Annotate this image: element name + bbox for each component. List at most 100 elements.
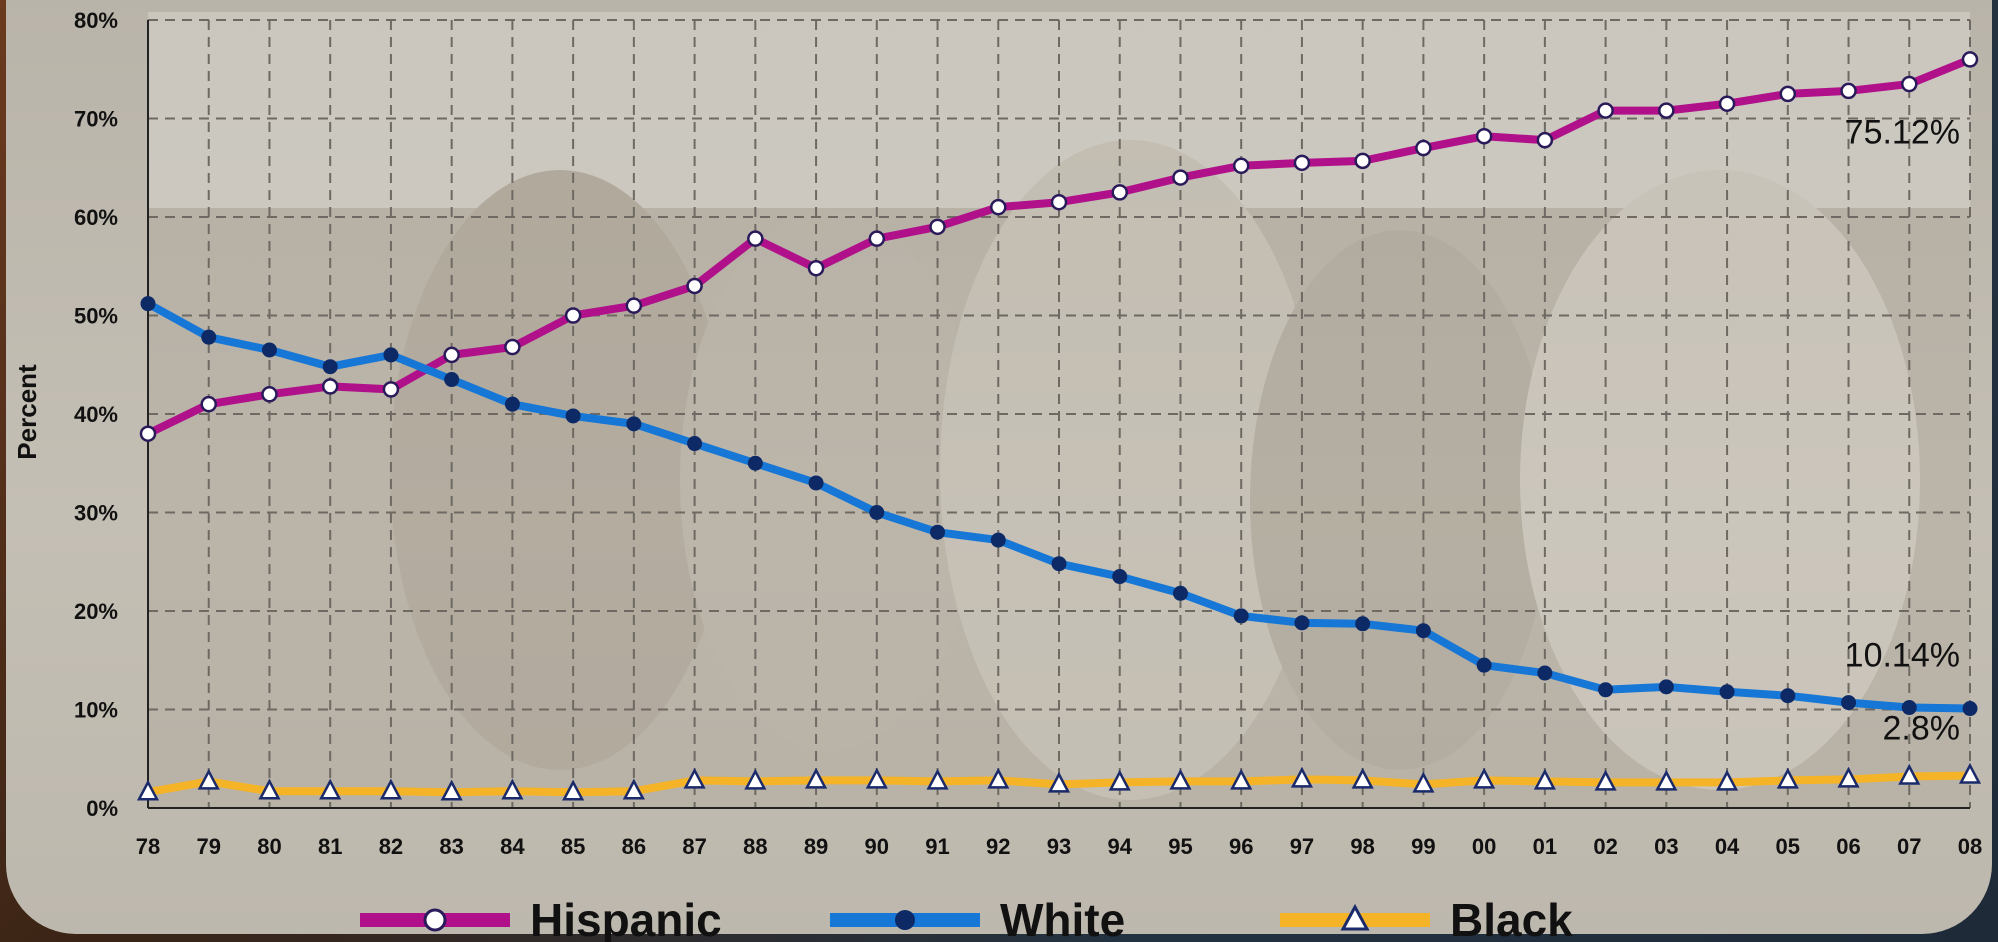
x-tick-label: 08 <box>1958 834 1982 859</box>
data-point-hispanic <box>1779 85 1797 103</box>
data-point-white <box>1172 585 1188 601</box>
data-point-white <box>444 372 460 388</box>
data-point-black <box>379 778 403 800</box>
data-point-hispanic <box>1293 154 1311 172</box>
data-point-black <box>1047 771 1071 793</box>
data-point-hispanic <box>868 230 886 247</box>
data-point-white <box>140 296 156 312</box>
data-point-black <box>1169 768 1192 790</box>
y-tick-label: 60% <box>74 205 118 230</box>
annotation-hispanic: 75.12% <box>1845 113 1960 151</box>
x-tick-label: 90 <box>865 834 889 859</box>
data-point-black <box>501 778 524 800</box>
x-tick-label: 85 <box>561 834 585 859</box>
y-axis-label: Percent <box>12 364 42 460</box>
x-tick-label: 98 <box>1350 834 1374 859</box>
legend-marker-white <box>895 910 915 930</box>
data-point-hispanic <box>1901 75 1918 93</box>
data-point-hispanic <box>1172 169 1189 186</box>
data-point-black <box>1837 766 1860 788</box>
data-point-white <box>261 342 277 358</box>
x-tick-label: 01 <box>1533 834 1557 859</box>
series-white <box>140 296 1978 717</box>
data-point-hispanic <box>1050 193 1068 211</box>
data-point-white <box>322 359 338 375</box>
legend-label-black: Black <box>1450 894 1573 942</box>
annotations: 75.12% 10.14% 2.8% <box>1845 113 1960 747</box>
data-point-hispanic <box>1718 95 1736 112</box>
data-point-black <box>197 768 220 790</box>
legend-item-hispanic: Hispanic <box>360 894 722 942</box>
data-point-hispanic <box>1111 184 1128 201</box>
x-tick-label: 82 <box>379 834 403 859</box>
data-point-black <box>1776 767 1799 789</box>
data-point-black <box>622 778 645 800</box>
y-tick-label: 80% <box>74 8 118 33</box>
data-point-white <box>808 475 824 491</box>
data-point-white <box>1233 608 1249 624</box>
data-point-white <box>1658 679 1674 695</box>
annotation-white: 10.14% <box>1845 637 1960 675</box>
x-tick-label: 04 <box>1715 834 1740 859</box>
data-point-white <box>1051 556 1067 572</box>
data-point-white <box>1476 657 1492 673</box>
data-point-white <box>1294 615 1310 631</box>
data-point-black <box>1290 766 1314 788</box>
data-point-hispanic <box>321 378 339 395</box>
data-point-black <box>1533 768 1556 790</box>
x-tick-label: 78 <box>136 834 160 859</box>
data-point-hispanic <box>807 259 825 277</box>
data-point-hispanic <box>504 338 521 356</box>
data-point-black <box>987 767 1010 789</box>
data-point-white <box>1719 684 1735 700</box>
data-point-black <box>744 768 767 790</box>
data-point-black <box>1108 769 1131 791</box>
data-point-white <box>747 455 763 471</box>
data-point-hispanic <box>747 230 764 247</box>
y-tick-label: 20% <box>74 599 118 624</box>
data-point-black <box>1230 768 1253 790</box>
data-point-black <box>1594 769 1617 791</box>
data-point-black <box>136 779 160 801</box>
data-point-white <box>990 532 1006 548</box>
data-point-hispanic <box>382 381 400 398</box>
legend-label-white: White <box>1000 894 1125 942</box>
y-tick-label: 70% <box>74 107 118 132</box>
data-point-hispanic <box>200 395 217 413</box>
y-tick-label: 30% <box>74 501 118 526</box>
data-point-black <box>1655 769 1678 791</box>
y-tick-label: 10% <box>74 698 118 723</box>
x-tick-label: 05 <box>1776 834 1800 859</box>
data-point-hispanic <box>1475 127 1493 145</box>
x-tick-label: 02 <box>1593 834 1617 859</box>
x-tick-label: 06 <box>1836 834 1860 859</box>
x-tick-label: 83 <box>439 834 463 859</box>
x-tick-label: 92 <box>986 834 1010 859</box>
data-point-white <box>1598 682 1614 698</box>
series-hispanic <box>139 51 1979 442</box>
x-tick-label: 81 <box>318 834 342 859</box>
legend-marker-black <box>1340 903 1370 931</box>
data-point-hispanic <box>261 386 278 403</box>
x-tick-label: 97 <box>1290 834 1314 859</box>
data-point-white <box>1962 701 1978 717</box>
data-point-white <box>1537 665 1553 681</box>
data-point-black <box>1473 767 1496 789</box>
data-point-white <box>383 347 399 363</box>
data-point-black <box>1351 767 1374 789</box>
data-point-black <box>562 779 585 801</box>
data-point-hispanic <box>139 425 157 442</box>
x-tick-label: 96 <box>1229 834 1253 859</box>
data-point-white <box>1112 569 1128 585</box>
data-point-hispanic <box>1658 102 1675 119</box>
data-point-white <box>687 436 703 452</box>
data-point-white <box>1415 623 1431 639</box>
data-point-hispanic <box>1840 82 1857 100</box>
data-point-hispanic <box>1597 102 1614 119</box>
y-tick-label: 40% <box>74 402 118 427</box>
data-point-hispanic <box>1354 152 1371 170</box>
data-point-white <box>201 329 217 345</box>
data-point-hispanic <box>625 297 643 314</box>
x-tick-label: 88 <box>743 834 767 859</box>
